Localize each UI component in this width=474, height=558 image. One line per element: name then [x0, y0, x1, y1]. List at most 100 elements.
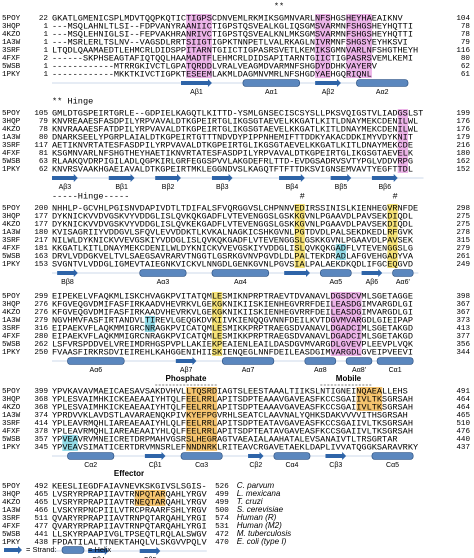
end-position: 162 — [456, 158, 470, 166]
sequence: KFGVEQGVDMIFASFIRKAADVHEVRKVLGEKGKNIKIIS… — [52, 307, 413, 317]
sequence: NGVHMVFASFIRTANDVLTIREVLGEQGKDVKIIVKIENQ… — [52, 315, 413, 325]
start-position: 63 — [39, 158, 49, 166]
highlight — [134, 490, 166, 506]
start-position: 357 — [34, 436, 48, 444]
strand-arrow — [175, 357, 197, 365]
alignment-block: 5POY 299 EIPEKELVFAQKMLISKCHVAGKPVITATQMLE… — [2, 291, 470, 374]
annotation: Effector — [114, 469, 144, 478]
ss-label: Aα3 — [157, 279, 170, 286]
sequence-id: 5POY — [2, 15, 21, 23]
helix-cylinder — [345, 357, 373, 365]
sequence-id: 1A3W — [2, 39, 21, 47]
sequence: YPRDVVKLAVDSTLAVARAENQKPIVKYEFPGVRHLSEAT… — [52, 410, 408, 420]
start-position: 465 — [34, 499, 48, 507]
sequence-id: 5POY — [2, 205, 21, 213]
end-position: 470 — [215, 539, 229, 547]
sequence: ------------MTRRGKIVCTLGPATQRDDLVRALVEAG… — [52, 61, 378, 71]
sequence-id: 3SRF — [2, 515, 21, 523]
ss-label: Aβ3 — [59, 184, 72, 191]
end-position: 216 — [456, 142, 470, 150]
sequence: GKATLGMENICSPLMDVTQQPKQTICTIGPSCDNVEMLRK… — [52, 13, 404, 23]
strand-arrow — [52, 174, 78, 182]
end-position: 199 — [456, 110, 470, 118]
end-position: 367 — [456, 301, 470, 309]
start-position: 177 — [34, 213, 48, 221]
sequence-id: 5POY — [2, 110, 21, 118]
end-position: 104 — [456, 15, 470, 23]
end-position: 413 — [456, 325, 470, 333]
ss-label: Bβ1 — [115, 184, 128, 191]
helix-cylinder — [67, 357, 125, 365]
ss-label: Cα5 — [386, 462, 399, 469]
sequence: KEESLIEGDFAIAVNEVKSKGIVSLSGIS- — [52, 481, 207, 491]
sequence: NILWLDYKNICKVVEVGSKIYVDDGLISLQVKQKGADFLV… — [52, 235, 414, 245]
species: M. tuberculosis — [237, 529, 291, 538]
legend-helix: = Helix — [88, 545, 111, 554]
sequence: YPVEAVSIMATICERTDRVMNSRLEFNNDNRKLRITEAVC… — [52, 442, 418, 452]
sequence: RLAAKQVDRPIGILADLQGPKIRLGRFEGGSPVVLAKGDE… — [52, 156, 413, 166]
start-position: 378 — [34, 428, 48, 436]
helix-cylinder — [320, 269, 352, 277]
start-position: 2 — [43, 55, 48, 63]
ss-label: Cα4 — [285, 462, 298, 469]
end-position: 179 — [456, 134, 470, 142]
sequence-id: 4KZO — [2, 126, 21, 134]
sequence-id: 3HQP — [2, 213, 21, 221]
end-position: 499 — [215, 491, 229, 499]
ss-label: Cα1 — [389, 367, 402, 374]
end-position: 180 — [456, 150, 470, 158]
strand-arrow — [139, 547, 161, 555]
helix-cylinder — [139, 269, 187, 277]
sequence: YPLEAVRMQHLIAREAEAAIYHLQLFEELRRLAPITSDPT… — [52, 426, 413, 436]
sequence: LLSKYRPAAPIVGLTPSEQTLRQLALSWGV — [52, 529, 208, 539]
strand-arrow — [371, 174, 398, 182]
strand-arrow — [4, 546, 22, 554]
alignment-block: ** 5POY 22 GKATLGMENICSPLMDVTQQPKQTICTIGPSC… — [2, 1, 470, 96]
annotation: # — [393, 191, 398, 201]
sequence-id: 1PKY — [2, 349, 21, 357]
sequence: KNVRAAAESFATDPILYRPVAVALDTKGPEIRTGLIKGSG… — [52, 124, 418, 134]
sequence: LTQDLQAAMAEDTLEHMCRLDIDSPPITARNTGIICTIGP… — [52, 45, 418, 55]
start-position: 22 — [39, 15, 49, 23]
sequence: KVISAGRIIYVDDGVLSFQVLEVVDDKTLKVKALNAGKIC… — [52, 227, 414, 237]
sequence-id: 4FXF — [2, 245, 21, 253]
strand-arrow — [315, 79, 341, 87]
sequence-id: 1A3W — [2, 507, 21, 515]
alignment-block: -----Hinge----- # #5POY 200 NHHLP-GCVHLPGISN… — [2, 191, 470, 286]
annotation: ** — [274, 1, 284, 11]
ss-label: Cβ1 — [149, 462, 162, 469]
sequence-id: 4FXF — [2, 523, 21, 531]
highlight — [294, 204, 305, 268]
annotation: # — [300, 191, 305, 201]
sequence-id: 3SRF — [2, 142, 21, 150]
sequence: KFGVEQGVDMIFASFIRKAADVHEVRKVLGEKGKNIKIIS… — [52, 299, 413, 309]
start-position: 279 — [34, 317, 48, 325]
start-position: 1 — [43, 39, 48, 47]
end-position: 356 — [456, 341, 470, 349]
ss-label: Cβ3 — [329, 462, 342, 469]
species: S. cerevisiae — [237, 505, 284, 514]
start-position: 316 — [34, 325, 48, 333]
end-position: 78 — [461, 23, 471, 31]
ss-label: Aα8' — [352, 367, 366, 374]
sequence: ---MSQLAHNLTLSI--FDPVANYRAANIICTIGPSTQSV… — [52, 21, 413, 31]
sequence-id: 4KZO — [2, 309, 21, 317]
helix-cylinder — [273, 452, 311, 460]
highlight — [356, 387, 383, 411]
sequence: AETIKNVRTATESFASDPILYRPVAVALDTKGPEIRTGLI… — [52, 140, 413, 150]
ss-label: Aβ2 — [322, 89, 335, 96]
sequence: ---MSRLERLTSLNV--VAGSDLRRTSIIGTIGPKTNNPE… — [52, 37, 408, 47]
start-position: 1 — [43, 47, 48, 55]
start-position: 180 — [34, 229, 48, 237]
ss-label: Aα1 — [265, 89, 278, 96]
end-position: 510 — [456, 420, 470, 428]
species: L. mexicana — [237, 489, 281, 498]
start-position: 374 — [34, 412, 48, 420]
start-position: 181 — [34, 245, 48, 253]
ss-label: Aβ6 — [366, 279, 379, 286]
sequence-id: 5WSB — [2, 253, 21, 261]
start-position: 262 — [34, 341, 48, 349]
sequence-id: 1A3W — [2, 134, 21, 142]
start-position: 217 — [34, 237, 48, 245]
